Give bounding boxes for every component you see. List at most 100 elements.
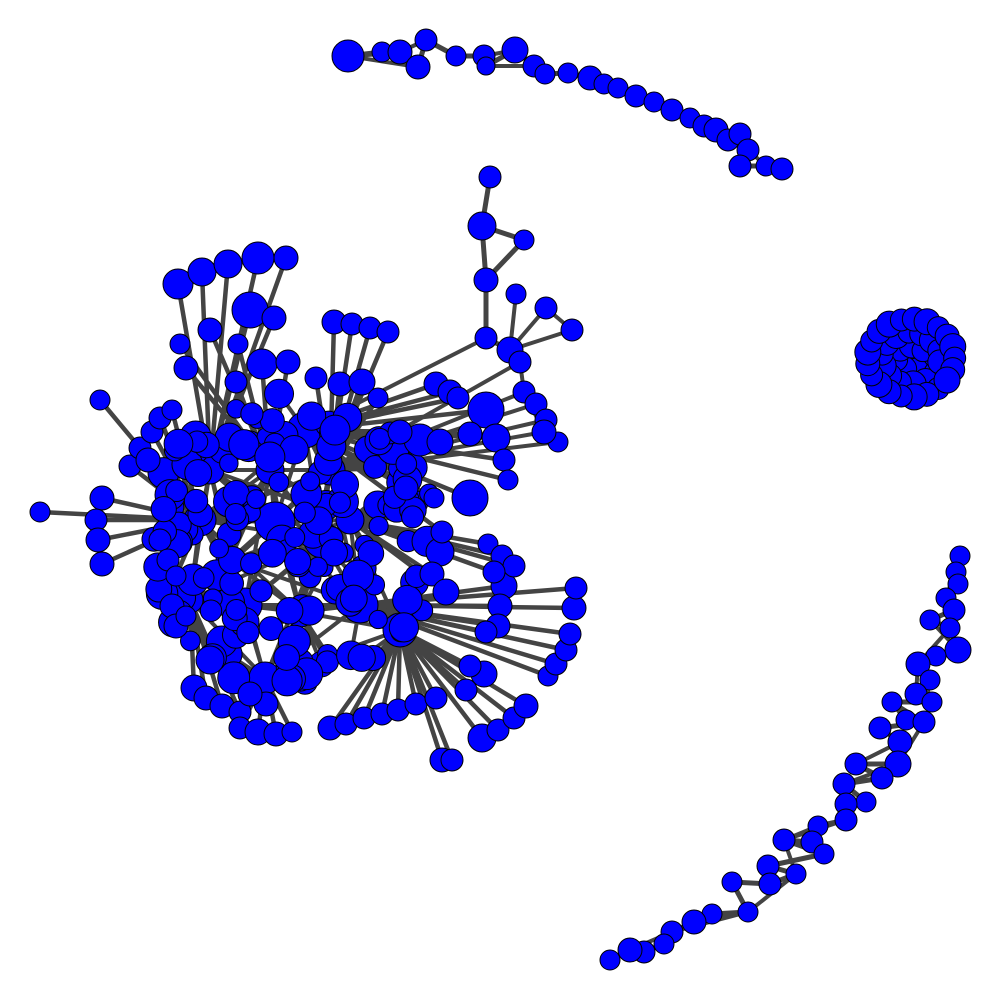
- graph-node: [785, 863, 807, 885]
- graph-node: [855, 791, 877, 813]
- graph-node: [197, 317, 223, 343]
- graph-node: [219, 453, 239, 474]
- graph-node: [135, 447, 161, 473]
- graph-node: [405, 54, 431, 80]
- graph-node: [275, 596, 304, 625]
- graph-node: [414, 28, 438, 52]
- graph-node: [868, 716, 892, 740]
- graph-node: [426, 428, 454, 456]
- graph-node: [884, 750, 912, 778]
- graph-node: [261, 305, 287, 331]
- graph-node: [319, 414, 351, 446]
- graph-node: [508, 350, 532, 374]
- graph-edge: [397, 627, 485, 741]
- graph-node: [236, 620, 260, 645]
- graph-node: [476, 56, 496, 76]
- graph-node: [225, 598, 248, 621]
- graph-node: [163, 428, 194, 459]
- graph-node: [430, 520, 454, 544]
- graph-node: [737, 901, 759, 923]
- graph-node: [368, 609, 388, 630]
- graph-node: [531, 419, 557, 445]
- graph-node: [258, 616, 284, 642]
- graph-node: [454, 678, 478, 702]
- graph-node: [446, 386, 470, 410]
- graph-node: [240, 402, 264, 426]
- graph-node: [482, 560, 506, 584]
- graph-node: [557, 62, 579, 84]
- graph-node: [834, 808, 858, 832]
- graph-node: [169, 333, 191, 355]
- graph-node: [29, 501, 51, 523]
- graph-node: [183, 488, 209, 514]
- graph-node: [395, 453, 418, 475]
- graph-node: [387, 39, 413, 65]
- graph-node: [401, 505, 425, 529]
- graph-edge: [357, 583, 507, 608]
- graph-node: [228, 429, 260, 461]
- graph-node: [227, 333, 249, 355]
- graph-node: [246, 489, 266, 509]
- graph-node: [944, 636, 972, 664]
- graph-node: [513, 693, 539, 719]
- graph-node: [844, 752, 868, 776]
- graph-node: [474, 326, 498, 350]
- graph-node: [161, 399, 183, 421]
- graph-node: [180, 630, 201, 652]
- graph-node: [348, 368, 376, 396]
- graph-node: [275, 349, 301, 375]
- graph-node: [501, 36, 529, 64]
- graph-node: [419, 561, 445, 587]
- graph-node: [424, 686, 448, 710]
- graph-node: [505, 283, 527, 305]
- graph-node: [307, 556, 328, 577]
- graph-node: [502, 554, 526, 578]
- graph-node: [832, 772, 856, 796]
- graph-node: [165, 479, 188, 503]
- graph-node: [224, 370, 248, 394]
- graph-node: [175, 605, 197, 627]
- graph-node: [599, 949, 621, 971]
- graph-node: [268, 471, 290, 493]
- graph-node: [467, 211, 497, 241]
- graph-node: [213, 249, 243, 279]
- graph-node: [246, 348, 278, 380]
- graph-node: [388, 612, 419, 643]
- graph-node: [660, 98, 684, 122]
- graph-node: [558, 622, 582, 646]
- graph-node: [919, 669, 941, 691]
- graph-node: [905, 651, 931, 677]
- graph-node: [339, 584, 368, 613]
- graph-node: [328, 491, 351, 514]
- graph-node: [284, 548, 312, 576]
- graph-node: [240, 552, 263, 575]
- graph-node: [404, 692, 428, 716]
- graph-node: [237, 681, 263, 707]
- graph-node: [870, 766, 894, 790]
- graph-node: [367, 387, 389, 409]
- graph-node: [721, 871, 743, 893]
- graph-node: [561, 595, 587, 621]
- graph-node: [241, 241, 275, 275]
- graph-node: [89, 551, 115, 577]
- graph-node: [392, 584, 423, 616]
- graph-node: [85, 527, 111, 553]
- graph-node: [432, 578, 460, 606]
- graph-node: [440, 748, 464, 772]
- graph-node: [451, 479, 489, 517]
- graph-node: [887, 729, 913, 755]
- graph-node: [148, 528, 172, 552]
- graph-node: [296, 401, 327, 431]
- graph-node: [300, 471, 321, 492]
- graph-node: [165, 565, 187, 587]
- graph-node: [445, 45, 467, 67]
- graph-node: [184, 459, 213, 488]
- graph-node: [150, 495, 177, 523]
- graph-node: [258, 538, 287, 568]
- graph-node: [534, 296, 558, 320]
- graph-node: [89, 485, 115, 511]
- graph-node: [284, 526, 306, 548]
- graph-node: [617, 937, 643, 963]
- graph-node: [939, 617, 961, 639]
- graph-node: [249, 579, 273, 603]
